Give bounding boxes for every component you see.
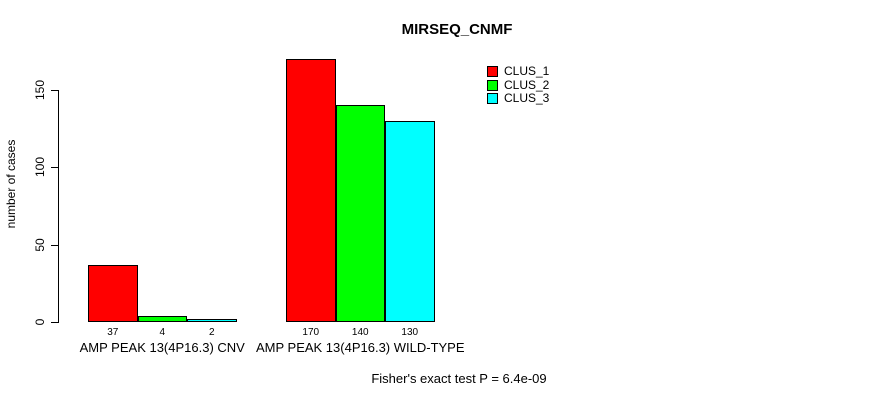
legend-color-swatch-clus_2 <box>487 79 498 91</box>
bar-clus_1-group1 <box>88 265 138 322</box>
legend-item: CLUS_2 <box>487 77 550 93</box>
y-axis-tick-label: 50 <box>33 237 47 252</box>
legend-item: CLUS_1 <box>487 65 549 79</box>
y-axis-label: number of cases <box>4 139 18 229</box>
y-axis-tick-label: 100 <box>33 157 47 178</box>
bar-value-label: 130 <box>401 327 419 338</box>
bar-clus_2-group1 <box>137 316 187 322</box>
x-axis-category-label: AMP PEAK 13(4P16.3) CNV <box>79 340 245 355</box>
y-axis-tick <box>51 245 58 246</box>
y-axis-tick <box>51 90 58 91</box>
y-axis-tick <box>51 167 58 168</box>
legend-label: CLUS_2 <box>504 77 550 92</box>
legend-color-swatch-clus_1 <box>487 66 498 78</box>
y-axis-tick <box>51 322 58 323</box>
y-axis-tick-label: 150 <box>33 79 47 101</box>
legend-color-swatch-clus_3 <box>487 93 498 105</box>
y-axis-tick-label: 0 <box>33 318 47 326</box>
bar-value-label: 37 <box>107 327 119 338</box>
bar-clus_2-group2 <box>335 105 385 322</box>
annotation-text: Fisher's exact test P = 6.4e-09 <box>371 371 547 386</box>
legend-item: CLUS_3 <box>487 92 549 106</box>
x-axis-category-label: AMP PEAK 13(4P16.3) WILD-TYPE <box>255 340 465 355</box>
bar-clus_1-group2 <box>286 59 336 322</box>
bar-value-label: 140 <box>351 327 369 338</box>
bar-value-label: 2 <box>208 327 215 338</box>
legend-label: CLUS_3 <box>504 91 550 106</box>
legend-label: CLUS_1 <box>504 64 550 79</box>
bar-clus_3-group1 <box>187 319 237 322</box>
chart-title: MIRSEQ_CNMF <box>401 21 513 38</box>
bar-clus_3-group2 <box>385 121 435 322</box>
bar-value-label: 170 <box>302 327 320 338</box>
y-axis-line <box>58 90 59 323</box>
bar-value-label: 4 <box>159 327 166 338</box>
legend: CLUS_1 CLUS_2 CLUS_3 <box>487 65 549 106</box>
